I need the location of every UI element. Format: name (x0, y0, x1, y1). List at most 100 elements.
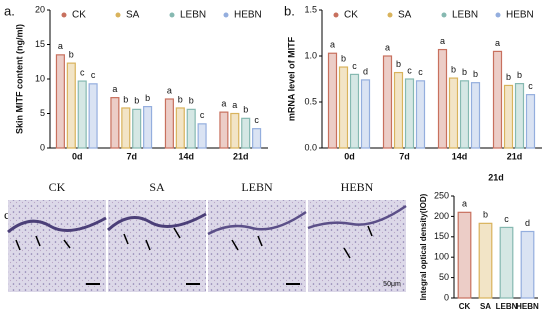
bar (393, 71, 404, 149)
y-tick-label: 150 (434, 231, 449, 241)
y-axis-label: Skin MITF content (ng/ml) (14, 24, 24, 134)
significance-letter: a (221, 98, 226, 108)
significance-letter: b (243, 105, 248, 115)
y-tick-label: 200 (434, 211, 449, 221)
bar (77, 80, 87, 149)
significance-letter: c (200, 110, 205, 120)
legend-label: LEBN (180, 10, 206, 21)
bar (88, 83, 98, 149)
significance-letter: c (407, 65, 412, 75)
significance-letter: b (123, 94, 128, 104)
significance-letter: c (80, 67, 85, 77)
significance-letter: b (145, 93, 150, 103)
y-tick-label: 10 (35, 73, 45, 83)
bar (520, 230, 535, 299)
significance-letter: b (134, 96, 139, 106)
bar (252, 128, 262, 149)
significance-letter: b (517, 70, 522, 80)
y-tick-label: 20 (35, 4, 45, 14)
y-tick-label: 0 (444, 292, 449, 302)
significance-letter: d (525, 218, 530, 228)
significance-letter: b (451, 64, 456, 74)
legend-label: HEBN (506, 10, 534, 21)
y-tick-label: 1.0 (304, 50, 317, 60)
bar (514, 82, 525, 149)
panel-label: b. (284, 3, 295, 18)
significance-letter: c (91, 70, 96, 80)
bar (437, 48, 448, 149)
legend-label: CK (344, 10, 358, 21)
significance-letter: b (178, 94, 183, 104)
legend-label: CK (72, 10, 86, 21)
legend-marker (495, 12, 501, 18)
y-tick-label: 5 (40, 108, 45, 118)
bar (457, 211, 472, 299)
legend-label: LEBN (452, 10, 478, 21)
micrograph: 50μm (7, 200, 407, 292)
x-tick-label: HEBN (516, 302, 539, 311)
image-label: SA (149, 180, 165, 194)
y-axis-label: Integral optical density(IOD) (419, 193, 428, 300)
significance-letter: b (69, 50, 74, 60)
significance-letter: b (483, 210, 488, 220)
significance-letter: c (418, 67, 423, 77)
significance-letter: a (58, 41, 63, 51)
y-tick-label: 15 (35, 39, 45, 49)
significance-letter: b (473, 69, 478, 79)
legend-marker (61, 12, 67, 18)
bar (470, 82, 481, 149)
legend-marker (115, 12, 121, 18)
x-tick-label: CK (459, 302, 471, 311)
scale-bar-label: 50μm (383, 281, 401, 288)
legend-label: HEBN (234, 10, 262, 21)
significance-letter: d (363, 66, 368, 76)
image-label: LEBN (241, 180, 273, 194)
significance-letter: b (341, 53, 346, 63)
bar (415, 80, 426, 149)
bar (327, 52, 338, 149)
bar (241, 117, 251, 149)
bar (197, 123, 207, 149)
y-tick-label: 0.5 (304, 96, 317, 106)
bar (499, 226, 514, 299)
bar (448, 77, 459, 149)
legend-marker (387, 12, 393, 18)
y-tick-label: 0.0 (304, 142, 317, 152)
significance-letter: a (112, 84, 117, 94)
significance-letter: b (462, 67, 467, 77)
bar (360, 79, 371, 149)
x-tick-label: 14d (178, 151, 194, 161)
bar (219, 111, 229, 149)
legend-label: SA (398, 10, 412, 21)
legend-marker (169, 12, 175, 18)
image-label: HEBN (341, 180, 374, 194)
legend-label: SA (126, 10, 140, 21)
x-tick-label: 21d (233, 151, 249, 161)
y-tick-label: 1.5 (304, 4, 317, 14)
significance-letter: a (385, 42, 390, 52)
bar (121, 107, 131, 149)
y-tick-label: 50 (439, 272, 449, 282)
bar (66, 62, 76, 149)
bar (382, 55, 393, 149)
significance-letter: b (396, 59, 401, 69)
x-tick-label: 21d (507, 151, 523, 161)
bar (478, 222, 493, 299)
bar (132, 108, 142, 149)
bar (525, 94, 536, 149)
bar (55, 54, 65, 149)
bar (338, 66, 349, 149)
bar (164, 98, 174, 149)
y-tick-label: 100 (434, 252, 449, 262)
significance-letter: a (495, 38, 500, 48)
significance-letter: a (232, 100, 237, 110)
significance-letter: b (189, 96, 194, 106)
x-tick-label: LEBN (496, 302, 518, 311)
significance-letter: a (440, 36, 445, 46)
x-tick-label: 14d (452, 151, 468, 161)
chart-title: 21d (488, 172, 504, 182)
bar (143, 105, 153, 149)
micrograph-panel: CK SA LEBN HEBN 50μm (7, 180, 407, 292)
legend-marker (333, 12, 339, 18)
